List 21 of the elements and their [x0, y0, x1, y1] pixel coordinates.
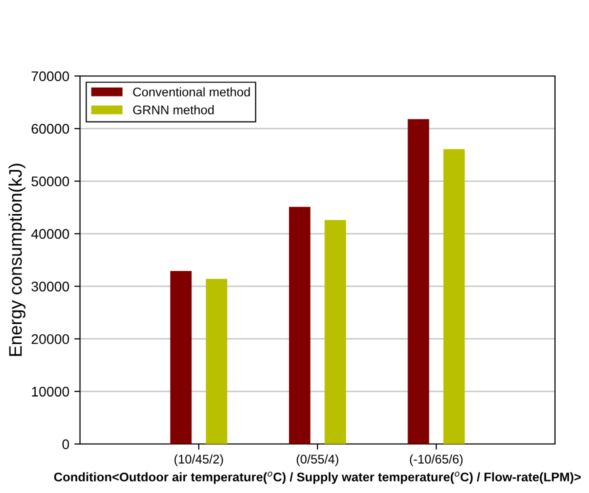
- y-tick-label: 70000: [32, 71, 70, 82]
- bar: [289, 206, 310, 444]
- y-tick-label: 50000: [32, 176, 70, 186]
- x-tick-label: (10/45/2): [174, 454, 223, 466]
- bar: [206, 278, 228, 444]
- y-tick-label: 60000: [32, 124, 70, 134]
- legend-label: Conventional method: [133, 87, 250, 96]
- y-tick-label: 10000: [32, 386, 70, 397]
- bar: [443, 149, 465, 444]
- legend-label: GRNN method: [133, 105, 214, 114]
- y-axis-title: Energy consumption(kJ): [8, 164, 26, 356]
- y-tick-label: 40000: [31, 229, 70, 239]
- bar: [408, 119, 430, 444]
- x-tick-label: (0/55/4): [296, 454, 338, 466]
- bar: [170, 271, 192, 444]
- y-tick-label: 30000: [31, 282, 70, 292]
- bar: [324, 220, 346, 444]
- x-tick-label: (-10/65/6): [410, 454, 463, 466]
- y-tick-label: 0: [62, 439, 70, 450]
- y-tick-label: 20000: [32, 334, 70, 344]
- x-axis-title: Condition<Outdoor air temperature($^{o}$C) / Supply water temperature($^{o}$C) / Flow-rate(LPM)>: [54, 472, 581, 484]
